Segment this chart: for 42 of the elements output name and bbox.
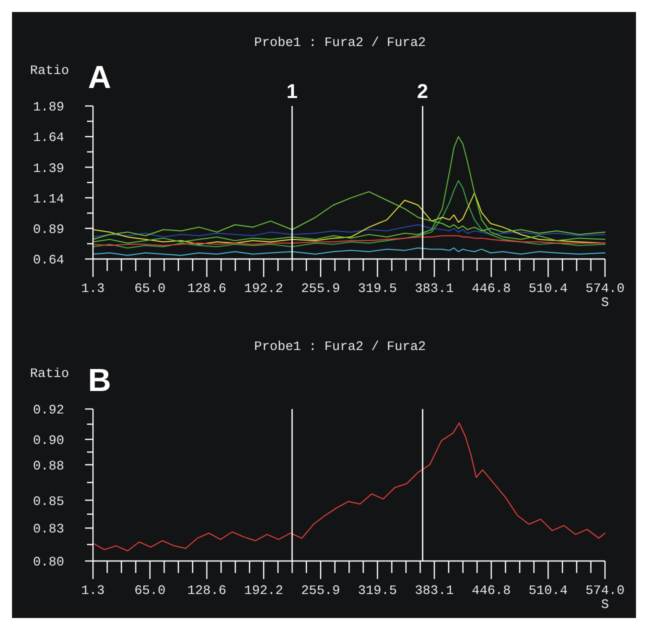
x-axis-title: S [601, 295, 610, 310]
chart-title: Probe1 : Fura2 / Fura2 [254, 339, 426, 354]
y-tick-label: 0.88 [33, 458, 64, 474]
y-axis-title: Ratio [30, 366, 70, 381]
y-tick-label: 1.89 [33, 100, 64, 115]
x-tick-label: 1.3 [81, 583, 105, 598]
x-tick-label: 128.6 [187, 583, 226, 598]
x-tick-label: 319.5 [358, 583, 397, 598]
y-tick-label: 0.85 [33, 494, 64, 509]
x-tick-label: 510.4 [528, 583, 568, 598]
y-tick-label: 1.64 [33, 130, 64, 146]
text: B [88, 362, 112, 398]
x-tick-label: 1.3 [81, 281, 105, 296]
x-tick-label: 255.9 [301, 583, 340, 598]
x-tick-label: 192.2 [244, 583, 284, 598]
x-tick-label: 319.5 [358, 281, 397, 296]
x-axis-title: S [601, 597, 610, 612]
y-tick-label: 0.90 [33, 432, 64, 448]
text: 2 [417, 81, 428, 103]
y-tick-label: 0.64 [33, 252, 64, 268]
y-tick-label: 0.89 [33, 222, 64, 237]
y-tick-label: 0.83 [33, 522, 64, 537]
x-tick-label: 128.6 [187, 281, 226, 296]
y-tick-label: 0.92 [33, 402, 64, 418]
x-tick-label: 446.8 [472, 281, 511, 296]
y-axis-title: Ratio [30, 63, 70, 78]
x-tick-label: 574.0 [585, 281, 625, 296]
x-tick-label: 255.9 [301, 281, 340, 296]
x-tick-label: 510.4 [528, 281, 568, 296]
text: A [88, 59, 112, 95]
y-tick-label: 0.80 [33, 554, 64, 570]
x-tick-label: 192.2 [244, 281, 284, 296]
x-tick-label: 65.0 [134, 583, 166, 598]
x-tick-label: 446.8 [472, 583, 511, 598]
y-tick-label: 1.39 [33, 160, 64, 176]
x-tick-label: 383.1 [414, 281, 454, 296]
y-tick-label: 1.14 [33, 191, 64, 206]
x-tick-label: 65.0 [134, 281, 166, 296]
x-tick-label: 574.0 [585, 583, 625, 598]
chart-title: Probe1 : Fura2 / Fura2 [254, 35, 426, 50]
text: 1 [286, 81, 298, 103]
x-tick-label: 383.1 [414, 583, 454, 598]
